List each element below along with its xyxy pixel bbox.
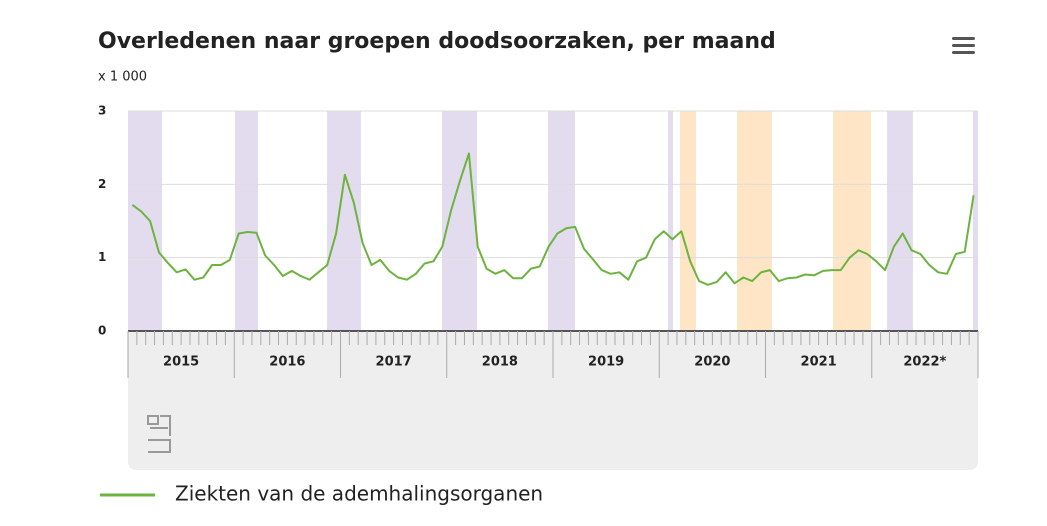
logo-shape [147, 415, 171, 453]
menu-button[interactable] [948, 30, 978, 60]
y-unit: x 1 000 [98, 70, 147, 85]
flu-band [973, 111, 978, 331]
x-tick-label: 2018 [482, 355, 518, 370]
flu-band [128, 111, 162, 331]
y-tick-label: 2 [98, 177, 106, 191]
flu-band [668, 111, 673, 331]
menu-bar[interactable] [952, 44, 975, 47]
legend-label: Ziekten van de ademhalingsorganen [175, 482, 543, 506]
cbs-logo [147, 415, 171, 453]
flu-band [235, 111, 258, 331]
x-tick-label: 2021 [801, 355, 837, 370]
data-line [131, 152, 975, 286]
y-tick-label: 1 [98, 250, 106, 264]
period-bands [128, 111, 978, 331]
x-tick-label: 2015 [163, 355, 199, 370]
flu-band [548, 111, 575, 331]
x-tick-label: 2022* [903, 355, 946, 370]
flu-band [327, 111, 361, 331]
covid-band [833, 111, 871, 331]
covid-band [680, 111, 696, 331]
x-tick-label: 2017 [376, 355, 412, 370]
flu-band [887, 111, 913, 331]
y-tick-label: 3 [98, 104, 106, 118]
flu-band [442, 111, 477, 331]
y-tick-label: 0 [98, 324, 106, 338]
x-tick-label: 2019 [588, 355, 624, 370]
covid-band [737, 111, 772, 331]
menu-bar[interactable] [952, 51, 975, 54]
menu-bar[interactable] [952, 37, 975, 40]
x-tick-label: 2020 [694, 355, 730, 370]
chart-title: Overledenen naar groepen doodsoorzaken, … [98, 29, 776, 54]
x-tick-label: 2016 [269, 355, 305, 370]
